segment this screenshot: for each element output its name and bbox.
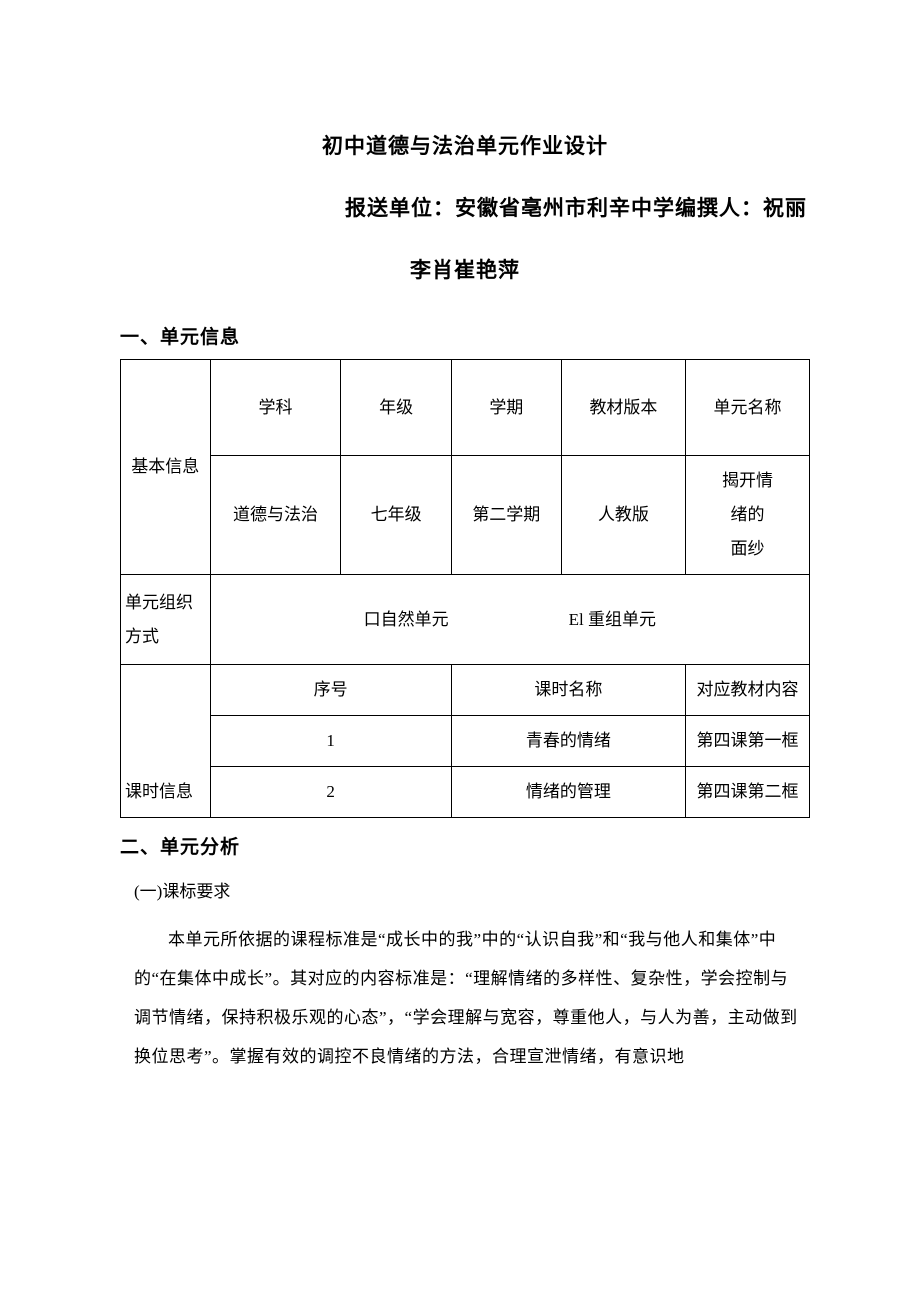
value-textbook: 人教版 [561,456,685,575]
lesson-seq: 2 [210,767,451,818]
table-row: 1 青春的情绪 第四课第一框 [121,716,810,767]
unit-name-line2: 绪的 [690,498,805,532]
unit-info-table: 基本信息 学科 年级 学期 教材版本 单元名称 道德与法治 七年级 第二学期 人… [120,359,810,818]
lesson-seq: 1 [210,716,451,767]
header-textbook: 教材版本 [561,360,685,456]
header-term: 学期 [451,360,561,456]
header-unit-name: 单元名称 [685,360,809,456]
lesson-content: 第四课第一框 [685,716,809,767]
unit-name-line1: 揭开情 [690,464,805,498]
org-option-natural: 口自然单元 [364,603,449,637]
unit-name-line3: 面纱 [690,532,805,566]
authors-line: 李肖崔艳萍 [120,254,810,284]
header-subject: 学科 [210,360,341,456]
lessons-header-seq: 序号 [210,665,451,716]
lessons-header-content: 对应教材内容 [685,665,809,716]
section2-heading: 二、单元分析 [120,832,810,859]
value-grade: 七年级 [341,456,451,575]
header-grade: 年级 [341,360,451,456]
org-label: 单元组织方式 [121,575,211,665]
section2-body: 本单元所依据的课程标准是“成长中的我”中的“认识自我”和“我与他人和集体”中的“… [134,920,800,1076]
section2-sub1-heading: (一)课标要求 [134,877,810,902]
basic-info-label: 基本信息 [121,360,211,575]
lessons-header-name: 课时名称 [451,665,685,716]
org-options-cell: 口自然单元 El 重组单元 [210,575,809,665]
lesson-name: 青春的情绪 [451,716,685,767]
table-row: 2 情绪的管理 第四课第二框 [121,767,810,818]
value-term: 第二学期 [451,456,561,575]
lessons-label: 课时信息 [121,665,211,818]
value-subject: 道德与法治 [210,456,341,575]
main-title: 初中道德与法治单元作业设计 [120,130,810,160]
submission-line: 报送单位：安徽省亳州市利辛中学编撰人：祝丽 [120,192,810,222]
lesson-name: 情绪的管理 [451,767,685,818]
org-option-reorg: El 重组单元 [569,603,656,637]
section1-heading: 一、单元信息 [120,322,810,349]
value-unit-name: 揭开情 绪的 面纱 [685,456,809,575]
lesson-content: 第四课第二框 [685,767,809,818]
